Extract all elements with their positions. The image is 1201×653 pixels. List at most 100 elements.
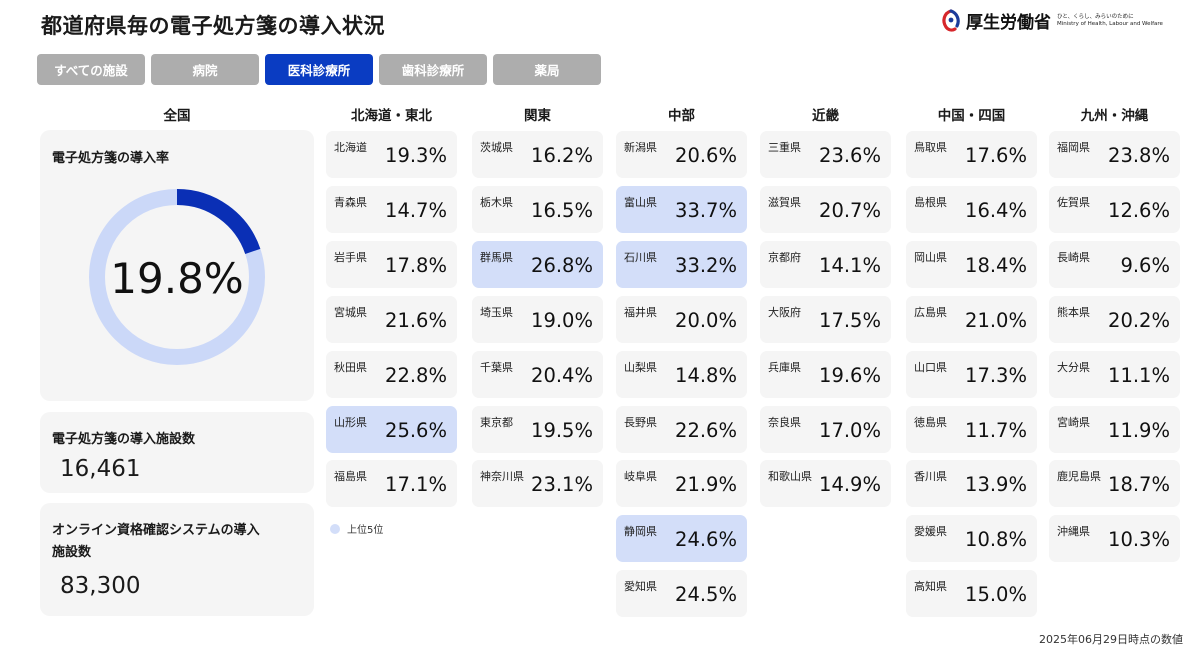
logo-tagline-en: Ministry of Health, Labour and Welfare [1057, 20, 1163, 27]
prefecture-rate: 21.9% [675, 473, 737, 496]
prefecture-card: 沖縄県 10.3% [1049, 515, 1180, 562]
prefecture-card: 埼玉県 19.0% [472, 296, 603, 343]
prefecture-rate: 15.0% [965, 583, 1027, 606]
prefecture-name: 岐阜県 [624, 470, 657, 483]
prefecture-rate: 23.1% [531, 473, 593, 496]
tab-dental-clinic[interactable]: 歯科診療所 [379, 54, 487, 85]
prefecture-card: 高知県 15.0% [906, 570, 1037, 617]
region-heading: 関東 [524, 108, 551, 124]
prefecture-name: 福岡県 [1057, 141, 1090, 154]
prefecture-name: 兵庫県 [768, 361, 801, 374]
prefecture-card: 秋田県 22.8% [326, 351, 457, 398]
prefecture-card: 宮城県 21.6% [326, 296, 457, 343]
prefecture-card: 福島県 17.1% [326, 460, 457, 507]
prefecture-card: 大分県 11.1% [1049, 351, 1180, 398]
data-date-footnote: 2025年06月29日時点の数値 [1039, 633, 1183, 646]
tab-pharmacy[interactable]: 薬局 [493, 54, 601, 85]
prefecture-rate: 17.1% [385, 473, 447, 496]
prefecture-rate: 21.0% [965, 309, 1027, 332]
region-heading: 九州・沖縄 [1080, 108, 1149, 124]
prefecture-rate: 26.8% [531, 254, 593, 277]
prefecture-rate: 17.0% [819, 419, 881, 442]
prefecture-rate: 17.3% [965, 364, 1027, 387]
tab-medical-clinic[interactable]: 医科診療所 [265, 54, 373, 85]
region-heading: 近畿 [812, 108, 839, 124]
prefecture-card: 岐阜県 21.9% [616, 460, 747, 507]
prefecture-card: 島根県 16.4% [906, 186, 1037, 233]
logo-name: 厚生労働省 [966, 13, 1051, 33]
prefecture-name: 静岡県 [624, 525, 657, 538]
prefecture-card: 岡山県 18.4% [906, 241, 1037, 288]
prefecture-name: 大分県 [1057, 361, 1090, 374]
prefecture-name: 石川県 [624, 251, 657, 264]
tab-hospital[interactable]: 病院 [151, 54, 259, 85]
prefecture-rate: 11.7% [965, 419, 1027, 442]
prefecture-card: 群馬県 26.8% [472, 241, 603, 288]
prefecture-card: 富山県 33.7% [616, 186, 747, 233]
prefecture-rate: 23.6% [819, 144, 881, 167]
prefecture-rate: 10.3% [1108, 528, 1170, 551]
prefecture-name: 秋田県 [334, 361, 367, 374]
prefecture-card: 千葉県 20.4% [472, 351, 603, 398]
prefecture-name: 鹿児島県 [1057, 470, 1101, 483]
prefecture-rate: 23.8% [1108, 144, 1170, 167]
prefecture-card: 茨城県 16.2% [472, 131, 603, 178]
prefecture-card: 東京都 19.5% [472, 406, 603, 453]
prefecture-name: 大阪府 [768, 306, 801, 319]
national-rate-donut [89, 189, 265, 365]
prefecture-name: 愛知県 [624, 580, 657, 593]
prefecture-card: 鹿児島県 18.7% [1049, 460, 1180, 507]
tab-all-facilities[interactable]: すべての施設 [37, 54, 145, 85]
prefecture-name: 神奈川県 [480, 470, 524, 483]
prefecture-rate: 9.6% [1120, 254, 1170, 277]
prefecture-rate: 33.2% [675, 254, 737, 277]
region-heading: 中部 [668, 108, 695, 124]
prefecture-rate: 11.1% [1108, 364, 1170, 387]
prefecture-card: 兵庫県 19.6% [760, 351, 891, 398]
prefecture-name: 熊本県 [1057, 306, 1090, 319]
prefecture-rate: 25.6% [385, 419, 447, 442]
region-heading: 北海道・東北 [351, 108, 432, 124]
prefecture-rate: 20.7% [819, 199, 881, 222]
legend-top5-label: 上位5位 [347, 525, 384, 536]
prefecture-rate: 33.7% [675, 199, 737, 222]
prefecture-rate: 12.6% [1108, 199, 1170, 222]
prefecture-card: 香川県 13.9% [906, 460, 1037, 507]
prefecture-card: 山形県 25.6% [326, 406, 457, 453]
prefecture-name: 宮城県 [334, 306, 367, 319]
prefecture-card: 栃木県 16.5% [472, 186, 603, 233]
prefecture-rate: 17.5% [819, 309, 881, 332]
facilities-card: 電子処方箋の導入施設数 16,461 [40, 412, 314, 493]
prefecture-card: 和歌山県 14.9% [760, 460, 891, 507]
prefecture-card: 徳島県 11.7% [906, 406, 1037, 453]
prefecture-card: 長崎県 9.6% [1049, 241, 1180, 288]
prefecture-card: 長野県 22.6% [616, 406, 747, 453]
prefecture-rate: 24.5% [675, 583, 737, 606]
online-label-line1: オンライン資格確認システムの導入 [52, 523, 260, 538]
prefecture-name: 長崎県 [1057, 251, 1090, 264]
prefecture-name: 香川県 [914, 470, 947, 483]
prefecture-card: 石川県 33.2% [616, 241, 747, 288]
prefecture-rate: 16.2% [531, 144, 593, 167]
prefecture-name: 栃木県 [480, 196, 513, 209]
prefecture-rate: 17.6% [965, 144, 1027, 167]
national-rate-value: 19.8% [110, 254, 244, 303]
legend: 上位5位 [330, 521, 383, 536]
prefecture-rate: 16.4% [965, 199, 1027, 222]
facilities-label: 電子処方箋の導入施設数 [52, 432, 196, 447]
prefecture-name: 徳島県 [914, 416, 947, 429]
prefecture-rate: 17.8% [385, 254, 447, 277]
prefecture-card: 京都府 14.1% [760, 241, 891, 288]
prefecture-name: 三重県 [768, 141, 801, 154]
prefecture-name: 茨城県 [480, 141, 513, 154]
facilities-value: 16,461 [60, 456, 141, 482]
prefecture-name: 埼玉県 [480, 306, 513, 319]
donut-arc [89, 189, 265, 365]
prefecture-rate: 19.5% [531, 419, 593, 442]
prefecture-card: 神奈川県 23.1% [472, 460, 603, 507]
prefecture-card: 静岡県 24.6% [616, 515, 747, 562]
prefecture-name: 福島県 [334, 470, 367, 483]
prefecture-rate: 19.3% [385, 144, 447, 167]
prefecture-name: 宮崎県 [1057, 416, 1090, 429]
prefecture-name: 青森県 [334, 196, 367, 209]
